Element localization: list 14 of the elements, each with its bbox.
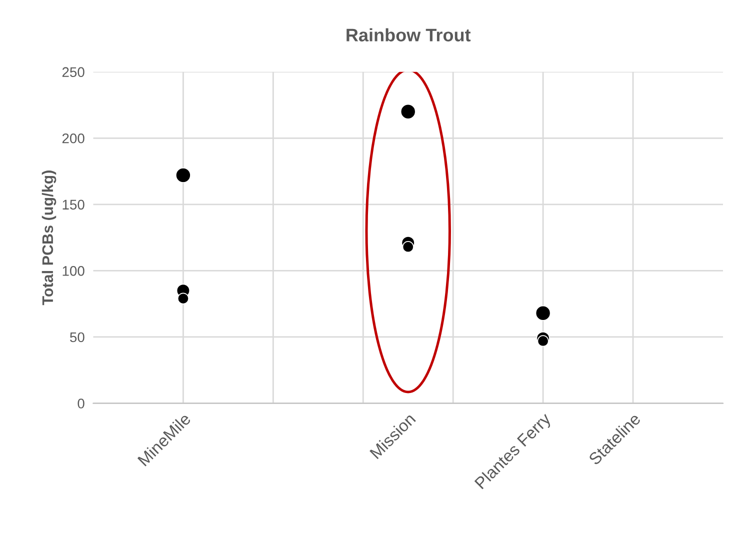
chart-title: Rainbow Trout xyxy=(346,28,471,42)
point xyxy=(400,104,416,120)
y-tick-label: 50 xyxy=(70,332,84,342)
y-tick-label: 150 xyxy=(62,200,84,210)
y-tick-label: 200 xyxy=(62,133,84,144)
point xyxy=(176,168,191,183)
point xyxy=(402,241,414,253)
y-tick-label: 100 xyxy=(62,266,84,276)
y-axis-title: Total PCBs (ug/kg) xyxy=(42,170,56,306)
y-tick-label: 250 xyxy=(62,67,84,78)
point xyxy=(535,305,551,321)
point xyxy=(537,335,549,347)
point xyxy=(177,292,189,304)
y-tick-label: 0 xyxy=(78,398,84,408)
